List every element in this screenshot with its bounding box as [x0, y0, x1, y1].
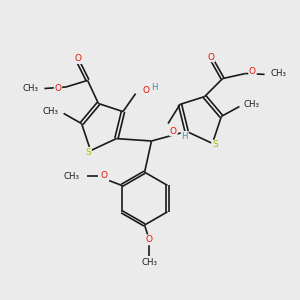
Text: O: O — [146, 236, 153, 244]
Text: O: O — [100, 171, 107, 180]
Text: H: H — [182, 132, 188, 141]
Text: O: O — [207, 52, 214, 62]
Text: CH₃: CH₃ — [244, 100, 260, 109]
Text: CH₃: CH₃ — [22, 84, 38, 93]
Text: O: O — [249, 68, 256, 76]
Text: CH₃: CH₃ — [63, 172, 79, 181]
Text: CH₃: CH₃ — [141, 258, 157, 267]
Text: O: O — [74, 54, 82, 63]
Text: H: H — [151, 82, 158, 91]
Text: O: O — [142, 86, 149, 95]
Text: S: S — [85, 148, 91, 157]
Text: CH₃: CH₃ — [271, 69, 286, 78]
Text: S: S — [212, 140, 218, 149]
Text: CH₃: CH₃ — [42, 107, 58, 116]
Text: O: O — [55, 84, 62, 93]
Text: O: O — [170, 127, 177, 136]
